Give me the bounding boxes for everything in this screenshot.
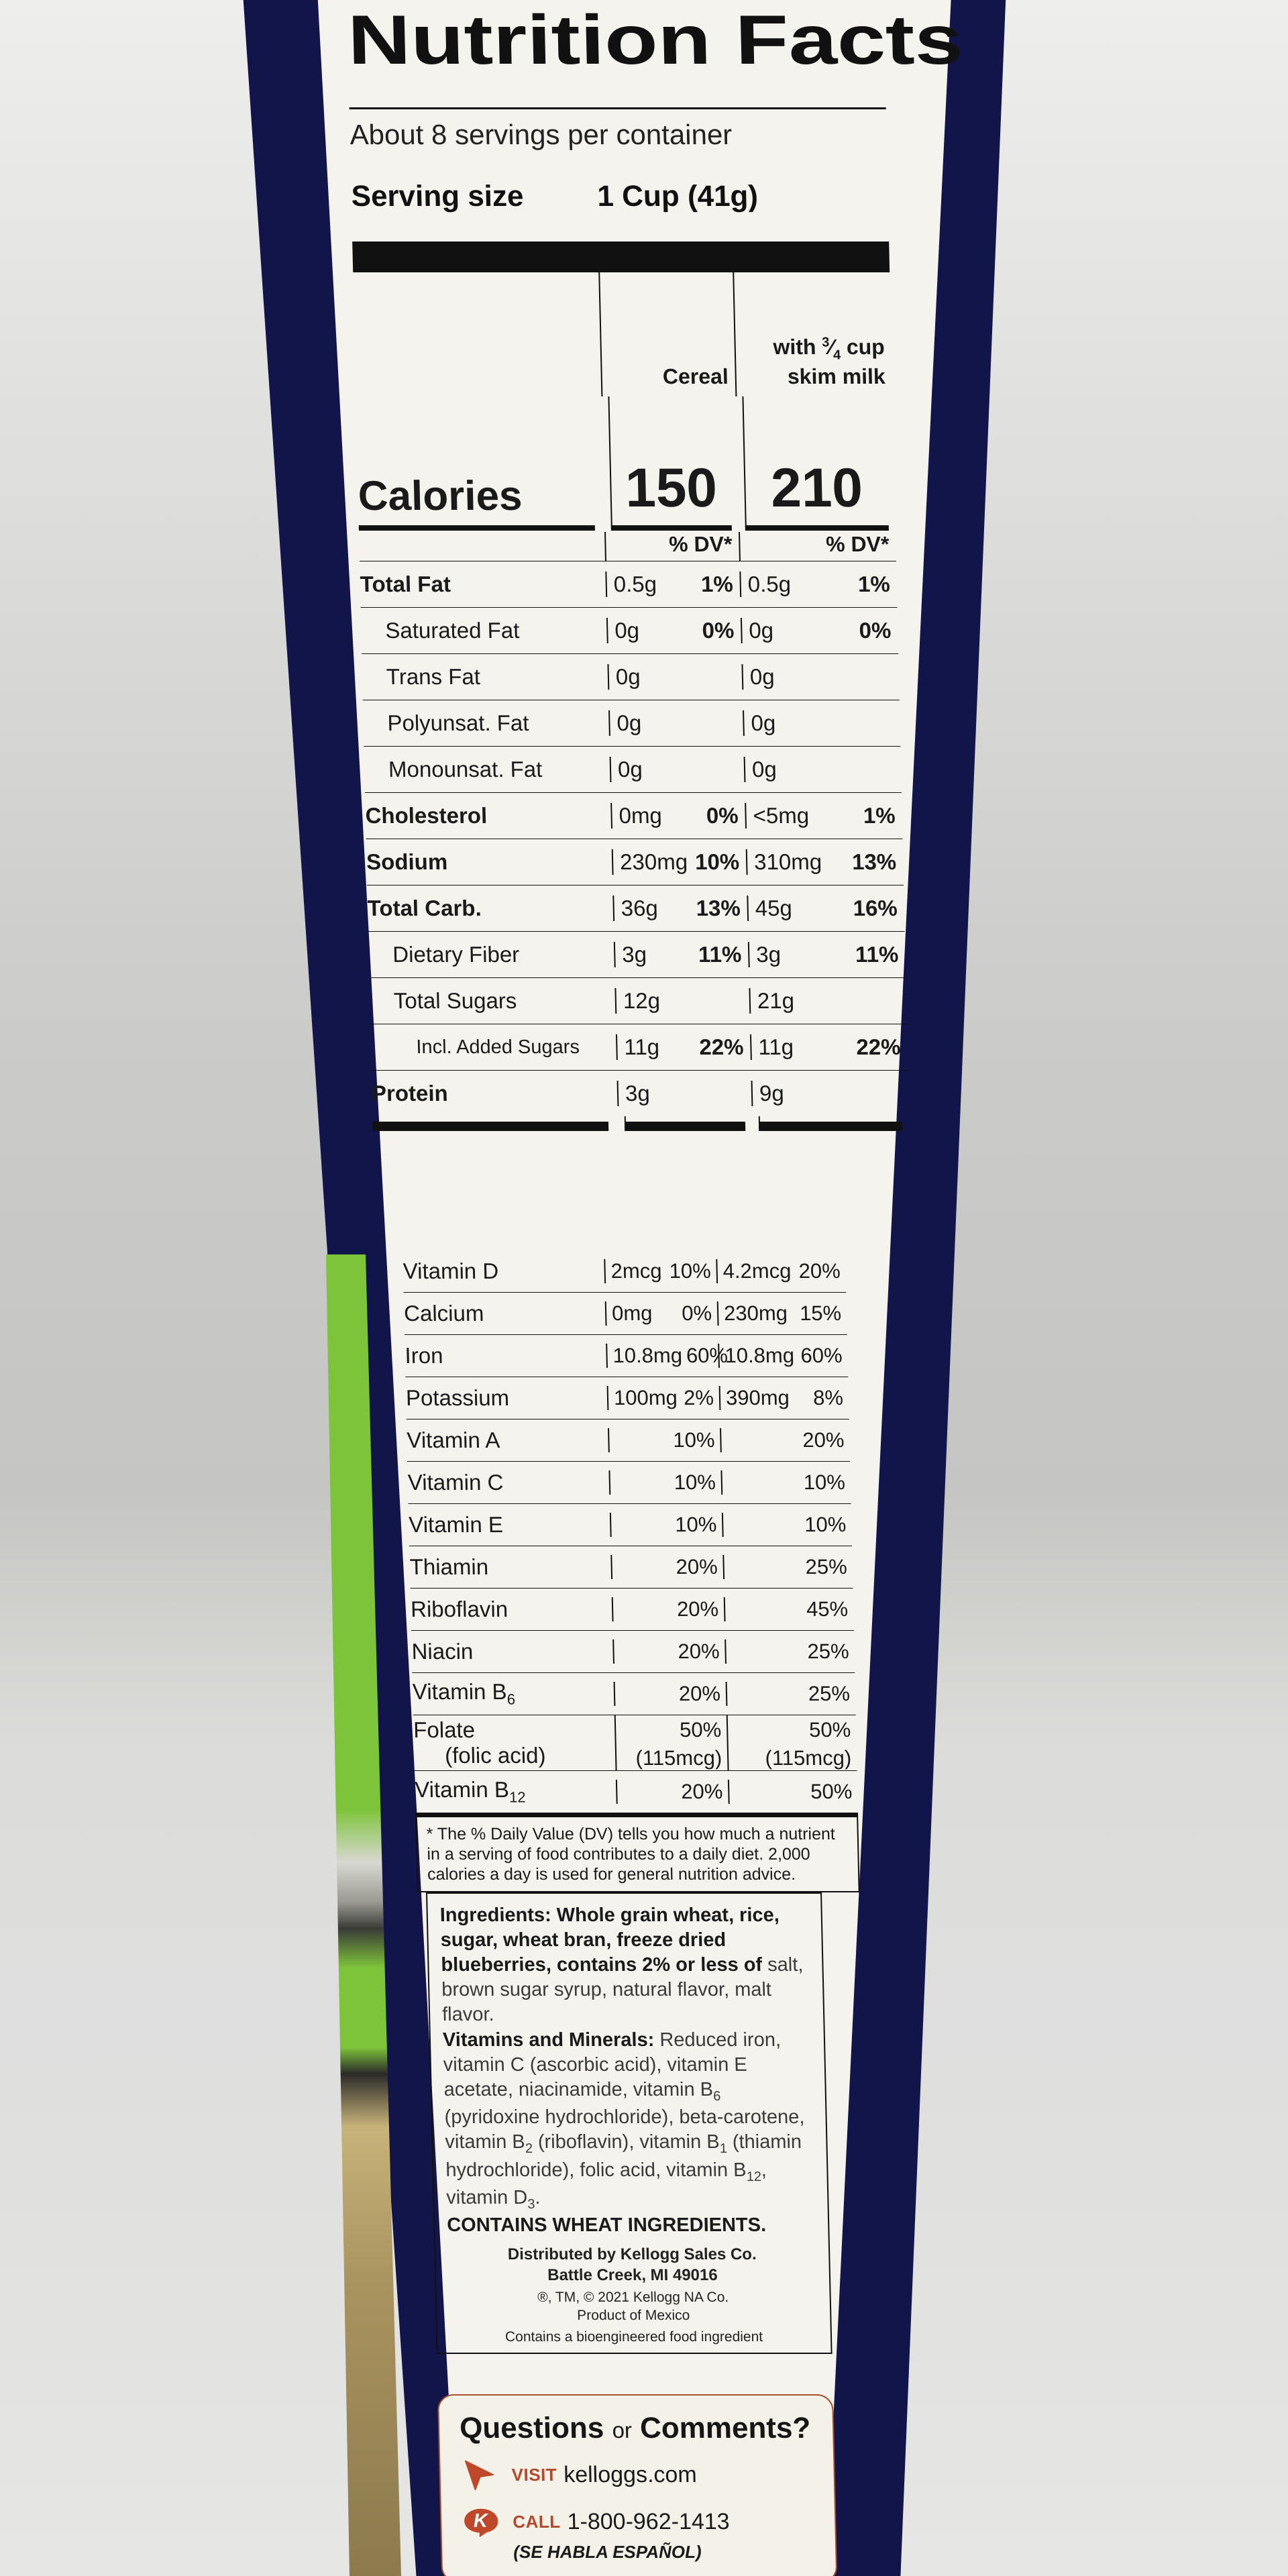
svg-text:K: K [473,2510,489,2532]
